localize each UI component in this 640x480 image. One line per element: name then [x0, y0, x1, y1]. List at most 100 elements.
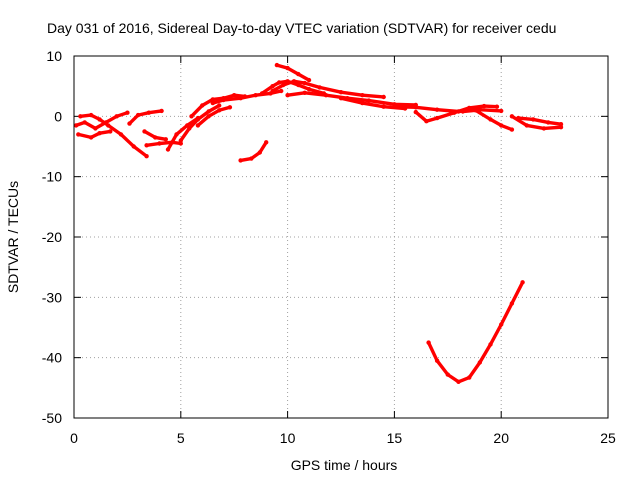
data-point: [142, 129, 147, 134]
data-point: [78, 114, 83, 119]
data-point: [481, 103, 487, 109]
data-point: [558, 125, 564, 130]
data-point: [467, 375, 472, 380]
data-tracks: [73, 62, 564, 384]
data-point: [206, 109, 211, 114]
data-point: [106, 123, 111, 128]
data-point: [302, 80, 307, 86]
data-point: [488, 117, 493, 122]
data-point: [270, 84, 275, 89]
x-tick-label: 25: [600, 430, 616, 446]
data-point: [97, 131, 102, 136]
data-point: [494, 104, 500, 109]
data-point: [217, 103, 222, 108]
data-point: [296, 71, 301, 77]
y-axis-label: SDTVAR / TECUs: [5, 181, 21, 293]
y-tick-label: -40: [42, 350, 62, 366]
data-point: [221, 97, 226, 103]
x-tick-labels: 0 5 10 15 20 25: [70, 430, 616, 446]
data-point: [274, 62, 280, 68]
data-point: [424, 119, 429, 124]
y-tick-label: -50: [42, 410, 62, 426]
data-point: [456, 379, 461, 384]
data-point: [413, 105, 418, 110]
data-point: [165, 147, 171, 152]
data-point: [200, 103, 205, 108]
data-point: [253, 93, 258, 98]
data-track-track-p: [275, 63, 311, 82]
data-point: [381, 94, 386, 100]
data-track-track-u: [516, 116, 563, 126]
data-point: [499, 108, 504, 114]
y-tick-label: 10: [46, 48, 62, 64]
data-point: [97, 117, 102, 122]
data-point: [206, 114, 211, 119]
data-point: [306, 77, 312, 83]
data-point: [338, 90, 344, 95]
data-point: [520, 280, 525, 285]
data-point: [531, 117, 536, 122]
data-point: [146, 110, 151, 115]
x-axis-label: GPS time / hours: [291, 457, 398, 473]
chart-title: Day 031 of 2016, Sidereal Day-to-day VTE…: [47, 20, 556, 36]
data-point: [259, 91, 265, 96]
data-point: [276, 80, 282, 85]
data-point: [473, 108, 478, 113]
x-tick-label: 10: [280, 430, 296, 446]
data-point: [467, 105, 472, 111]
data-point: [452, 110, 457, 115]
plot-frame: [73, 55, 609, 419]
data-point: [153, 135, 158, 140]
data-point: [174, 132, 179, 137]
data-point: [509, 301, 515, 306]
data-point: [302, 90, 307, 96]
data-point: [270, 88, 275, 94]
x-tick-label: 0: [70, 430, 78, 446]
data-point: [114, 114, 119, 119]
data-point: [499, 322, 504, 327]
data-point: [210, 100, 215, 106]
data-point: [524, 123, 529, 128]
data-track-track-b: [76, 129, 112, 140]
data-point: [88, 135, 94, 140]
y-tick-label: -20: [42, 229, 62, 245]
data-point: [434, 107, 440, 112]
y-tick-labels: 10 0 -10 -20 -30 -40 -50: [42, 48, 62, 426]
y-tick-label: 0: [54, 108, 62, 124]
data-point: [82, 120, 87, 125]
data-point: [93, 126, 98, 131]
data-point: [144, 143, 149, 148]
data-point: [73, 123, 79, 128]
data-point: [131, 144, 136, 149]
data-point: [360, 93, 365, 98]
data-point: [159, 108, 164, 114]
data-point: [88, 112, 94, 118]
data-point: [210, 97, 215, 102]
data-point: [281, 82, 286, 88]
data-track-track-d: [127, 109, 164, 126]
data-point: [488, 342, 493, 347]
data-point: [546, 120, 551, 125]
data-point: [178, 138, 183, 143]
data-point: [360, 100, 365, 106]
x-tick-label: 15: [387, 430, 403, 446]
data-point: [434, 115, 440, 121]
data-track-track-f: [144, 140, 183, 147]
data-point: [227, 105, 233, 110]
data-point: [187, 126, 192, 131]
data-point: [434, 358, 440, 363]
data-point: [238, 96, 243, 101]
data-point: [238, 158, 243, 163]
data-point: [426, 340, 431, 345]
data-point: [135, 112, 141, 118]
data-track-track-t: [461, 108, 514, 132]
data-point: [381, 104, 386, 109]
data-point: [127, 121, 132, 126]
data-point: [291, 79, 297, 84]
data-point: [460, 109, 465, 114]
data-point: [144, 154, 149, 159]
data-point: [306, 87, 312, 92]
data-point: [189, 114, 194, 119]
data-point: [249, 156, 254, 161]
data-point: [195, 123, 201, 128]
